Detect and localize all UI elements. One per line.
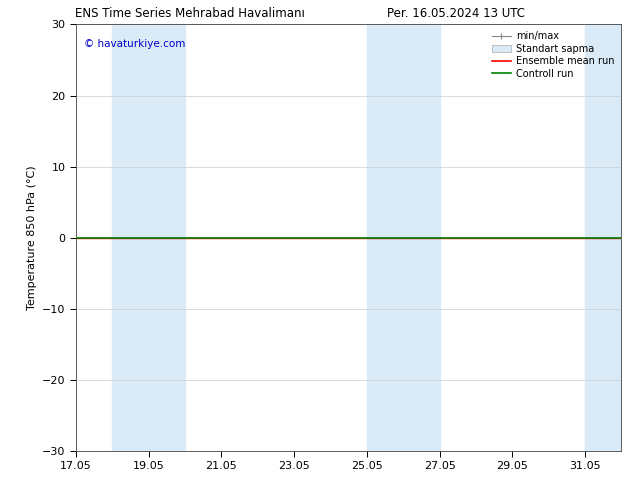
- Bar: [367, 24, 439, 451]
- Legend: min/max, Standart sapma, Ensemble mean run, Controll run: min/max, Standart sapma, Ensemble mean r…: [488, 27, 618, 82]
- Text: © havaturkiye.com: © havaturkiye.com: [84, 39, 186, 49]
- Text: Per. 16.05.2024 13 UTC: Per. 16.05.2024 13 UTC: [387, 7, 526, 21]
- Y-axis label: Temperature 850 hPa (°C): Temperature 850 hPa (°C): [27, 165, 37, 310]
- Bar: [585, 24, 634, 451]
- Bar: [112, 24, 185, 451]
- Text: ENS Time Series Mehrabad Havalimanı: ENS Time Series Mehrabad Havalimanı: [75, 7, 305, 21]
